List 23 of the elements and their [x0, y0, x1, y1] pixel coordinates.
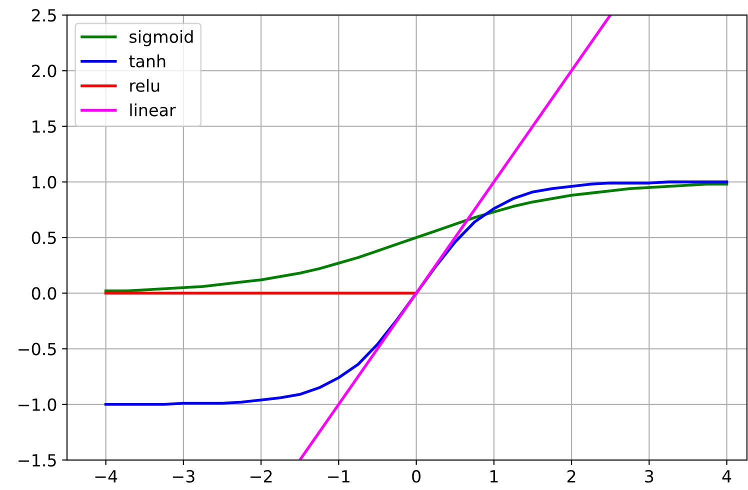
- legend-label: tanh: [129, 54, 166, 68]
- y-tick-label: 2.0: [32, 64, 56, 78]
- x-tick-label: 1: [490, 470, 498, 482]
- y-tick-label: −1.0: [18, 398, 56, 411]
- y-tick-label: 0.5: [32, 232, 56, 244]
- y-tick-label: −0.5: [18, 342, 56, 356]
- legend-label: linear: [130, 103, 176, 116]
- y-tick-label: 1.0: [32, 176, 56, 189]
- x-tick-label: 4: [722, 470, 732, 482]
- legend-label: relu: [130, 79, 160, 92]
- y-tick-label: 2.5: [32, 9, 56, 22]
- x-tick-label: 0: [412, 470, 420, 483]
- y-tick-label: 0.0: [32, 287, 56, 300]
- line-series: [104, 182, 728, 292]
- y-tick-label: 1.5: [32, 120, 56, 133]
- x-tick-label: −2: [250, 470, 272, 482]
- y-tick-label: −1.5: [18, 454, 56, 467]
- x-tick-label: −4: [95, 470, 118, 482]
- x-tick-label: −3: [172, 470, 194, 483]
- legend-label: sigmoid: [130, 30, 193, 46]
- x-tick-label: 2: [567, 470, 576, 482]
- x-tick-label: −1: [328, 470, 350, 482]
- x-tick-label: 3: [645, 470, 654, 483]
